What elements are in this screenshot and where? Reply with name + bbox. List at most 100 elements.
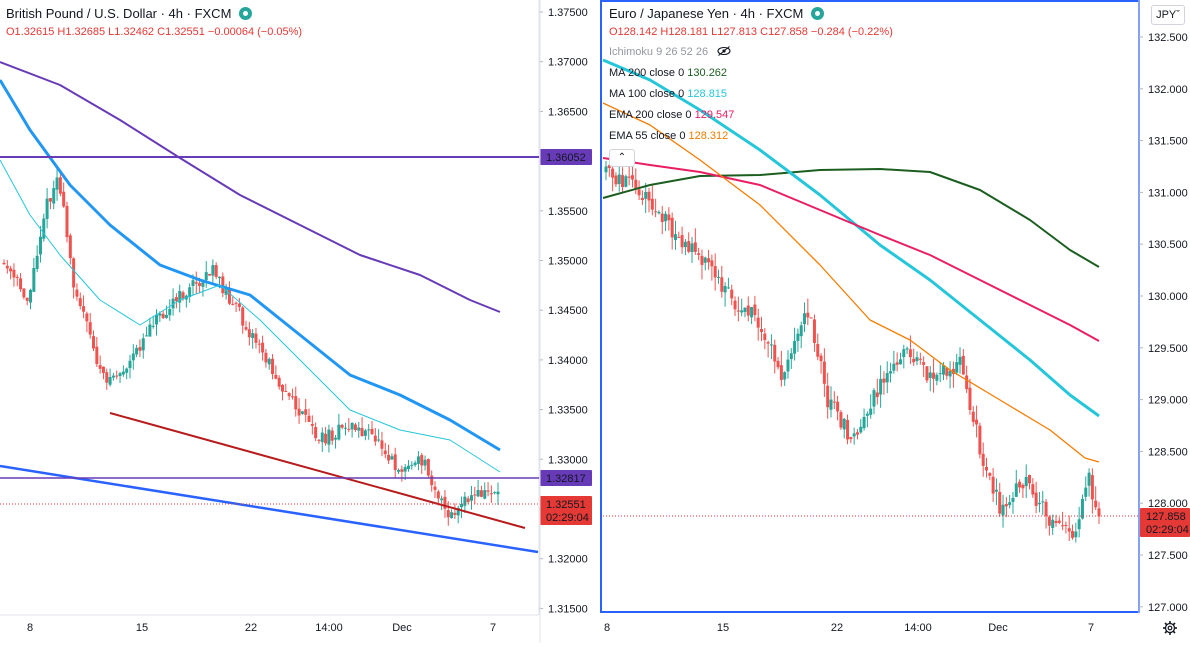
right-chart-pane[interactable]: 132.500 132.000 131.500 131.000 130.500 130.0… [600,0,1190,634]
candle-body [902,349,906,358]
indicator-ma200[interactable]: MA 200 close 0 130.262 [609,63,893,84]
candle-body [806,312,810,318]
candle-body [660,213,664,222]
candle-body [1024,476,1028,487]
candle-body [271,358,275,375]
candle-body [247,329,251,338]
candle-body [101,366,105,374]
candle-body [634,179,638,189]
candle-body [1074,531,1078,538]
candle-body [231,303,235,305]
candle-body [1097,508,1101,517]
left-time-axis[interactable]: 8 15 22 14:00 Dec 7 [27,622,496,634]
candle-body [1031,484,1035,495]
candle-body [62,191,66,207]
candle-body [898,359,902,365]
candle-body [915,357,919,362]
collapse-legend-button[interactable]: ⌃ [609,149,635,167]
right-time-axis[interactable]: 8 15 22 14:00 Dec 7 [604,622,1094,634]
candle-body [105,372,109,383]
ema55-line [602,102,1100,463]
right-time-label: Dec [988,622,1008,634]
candle-body [164,314,168,318]
candle-body [803,313,807,325]
candle-body [713,266,717,278]
candle-body [750,307,754,318]
right-price-tick-label: 130.000 [1148,291,1188,303]
candle-body [403,467,407,472]
candle-body [680,235,684,248]
ema200-label: EMA 200 close 0 [609,109,692,121]
candle-body [115,375,119,377]
candle-body [760,328,764,332]
gear-icon[interactable] [1162,620,1178,636]
candle-body [58,177,62,194]
candle-body [756,317,760,328]
candle-body [264,352,268,363]
ma-thin-line [0,159,501,473]
candle-body [19,278,23,290]
candle-body [29,289,33,303]
candle-body [961,355,965,375]
candle-body [710,260,714,267]
candle-body [1067,528,1071,532]
candle-body [367,429,371,431]
candle-body [839,412,843,428]
candle-body [294,396,298,410]
candle-body [746,305,750,316]
hline-mid-tag-bg [540,470,592,486]
candle-body [261,342,265,353]
candle-body [736,310,740,312]
candle-body [373,435,377,442]
candle-body [121,371,125,375]
candle-body [726,287,730,289]
left-time-label: 8 [27,622,33,634]
currency-selector[interactable]: JPYˇ [1151,5,1185,25]
left-change: −0.00064 (−0.05%) [207,26,303,38]
right-time-label: 8 [604,622,610,634]
candle-body [324,433,328,444]
left-chart-pane[interactable]: 1.375001.370001.365001.360001.355001.350… [0,0,592,634]
indicator-ma100[interactable]: MA 100 close 0 128.815 [609,84,893,105]
candle-body [647,191,651,201]
right-price-tick-label: 132.000 [1148,84,1188,96]
candle-body [849,436,853,440]
candle-body [670,217,674,238]
candle-body [456,508,460,516]
candle-body [640,197,644,201]
candle-body [347,428,351,430]
candle-body [297,408,301,416]
candle-body [617,174,621,184]
right-price-tick-label: 129.000 [1148,395,1188,407]
candle-body [340,424,344,428]
candle-body [644,191,648,199]
left-close: C1.32551 [157,26,205,38]
candle-body [1044,501,1048,517]
candle-body [687,241,691,252]
candle-body [1090,475,1094,500]
hidden-eye-icon[interactable] [717,46,731,56]
candle-body [766,342,770,344]
candle-body [204,272,208,281]
left-price-axis[interactable]: 1.375001.370001.365001.360001.355001.350… [539,7,592,615]
indicator-ema200[interactable]: EMA 200 close 0 129.547 [609,105,893,126]
left-symbol-title[interactable]: British Pound / U.S. Dollar · 4h · FXCM [6,6,232,21]
ma200-label: MA 200 close 0 [609,67,685,79]
left-low: L1.32462 [108,26,155,38]
candle-body [922,362,926,365]
candle-body [994,489,998,492]
indicator-ema55[interactable]: EMA 55 close 0 128.312 [609,126,893,147]
hline-mid-tag[interactable]: 1.32817 [540,470,592,486]
indicator-ichimoku[interactable]: Ichimoku 9 26 52 26 [609,42,893,63]
candle-body [945,367,949,376]
right-price-tick-label: 128.000 [1148,498,1188,510]
right-symbol-title[interactable]: Euro / Japanese Yen · 4h · FXCM [609,6,804,21]
right-time-label: 7 [1088,622,1094,634]
right-high: H128.181 [660,26,709,38]
right-price-axis[interactable]: 132.500 132.000 131.500 131.000 130.500 130.0… [1139,32,1190,614]
candle-body [832,401,836,403]
candle-body [390,456,394,460]
hline-top-tag[interactable]: 1.36052 [540,149,592,165]
